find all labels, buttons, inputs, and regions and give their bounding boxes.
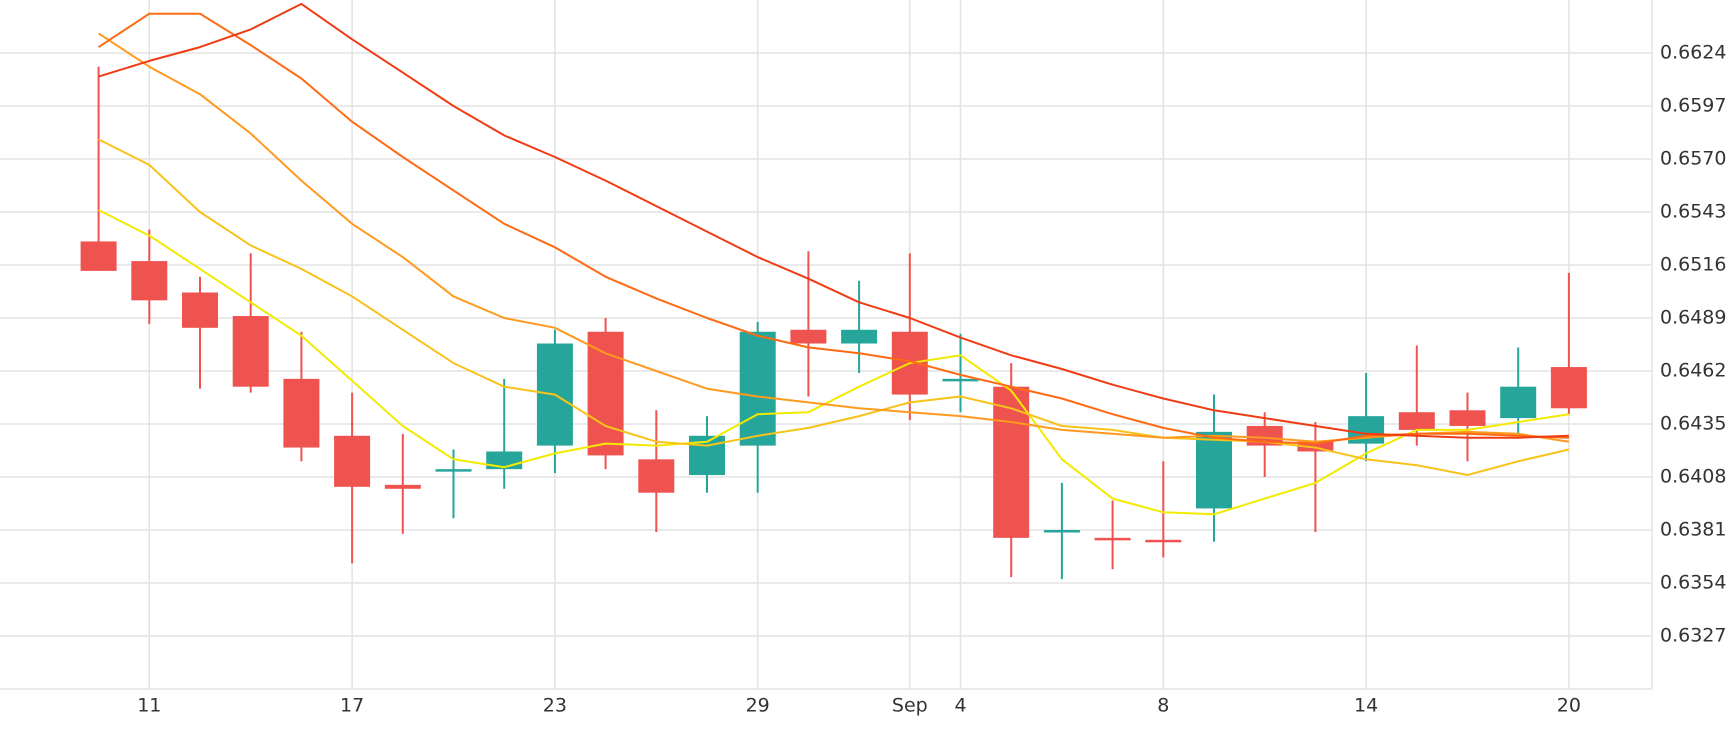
candle-body: [739, 331, 776, 446]
y-tick-label: 0.6408: [1660, 466, 1726, 488]
y-tick-label: 0.6543: [1660, 201, 1726, 223]
candle-body: [131, 261, 168, 301]
candle-body: [334, 435, 371, 487]
candle-body: [1196, 431, 1232, 509]
candle-body: [1449, 410, 1486, 426]
y-tick-label: 0.6462: [1660, 360, 1726, 382]
x-tick-label: 29: [746, 695, 770, 717]
candle-body: [1500, 386, 1537, 419]
y-tick-label: 0.6327: [1660, 625, 1726, 647]
candle-body: [1145, 539, 1182, 543]
candle-body: [790, 329, 827, 344]
candle-body: [1043, 530, 1080, 533]
candle-body: [182, 292, 218, 328]
candle-body: [587, 331, 624, 456]
y-tick-label: 0.6516: [1660, 254, 1726, 276]
y-tick-label: 0.6597: [1660, 95, 1726, 117]
candle-body: [1550, 367, 1587, 409]
candle-body: [942, 378, 979, 382]
candle-body: [435, 469, 472, 472]
moving-average-line: [98, 32, 1570, 443]
y-tick-label: 0.6489: [1660, 307, 1726, 329]
candle-body: [1094, 537, 1131, 541]
y-tick-label: 0.6570: [1660, 148, 1726, 170]
candle-body: [993, 386, 1030, 538]
moving-average-line: [98, 12, 1569, 445]
x-tick-label: 23: [543, 695, 567, 717]
x-tick-label: 14: [1354, 695, 1378, 717]
moving-average-line: [98, 209, 1570, 516]
candle-body: [283, 378, 320, 448]
moving-average-line: [98, 138, 1570, 476]
x-tick-label: 11: [137, 695, 161, 717]
candle-body: [1398, 412, 1435, 430]
y-tick-label: 0.6354: [1660, 572, 1726, 594]
y-tick-label: 0.6624: [1660, 42, 1726, 64]
x-tick-label: 4: [954, 695, 966, 717]
y-tick-label: 0.6381: [1660, 519, 1726, 541]
candle-body: [80, 241, 117, 271]
candle-body: [841, 329, 878, 344]
candle-body: [1297, 441, 1334, 452]
moving-average-line: [98, 2, 1569, 439]
candle-body: [232, 316, 269, 387]
candle-body: [384, 484, 421, 489]
x-tick-label: 17: [340, 695, 364, 717]
x-tick-label: Sep: [892, 695, 928, 717]
y-tick-label: 0.6435: [1660, 413, 1726, 435]
x-tick-label: 8: [1157, 695, 1169, 717]
candle-body: [638, 459, 675, 493]
x-tick-label: 20: [1557, 695, 1581, 717]
